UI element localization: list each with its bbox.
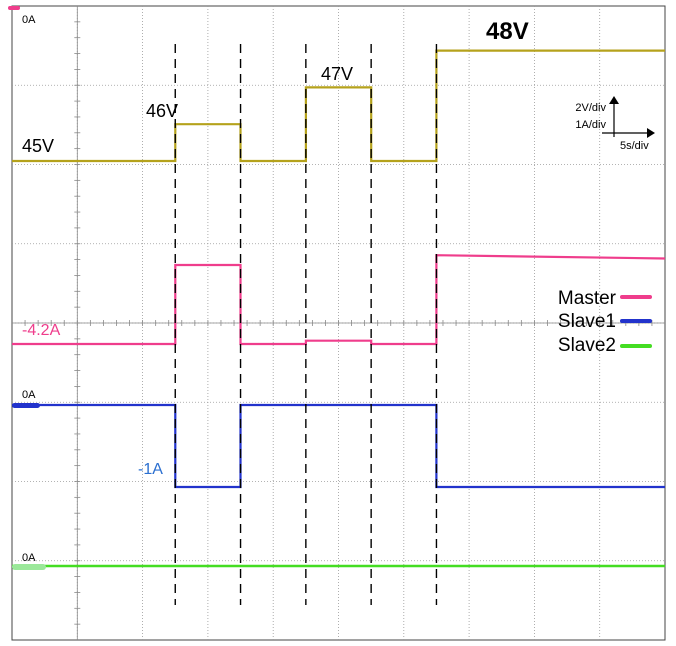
slave1-zero-marker: 0A bbox=[12, 389, 40, 408]
master-zero-flag bbox=[8, 6, 20, 10]
grid bbox=[11, 5, 666, 641]
legend-slave1-label: Slave1 bbox=[558, 311, 616, 332]
voltage-label-47v: 47V bbox=[321, 64, 353, 84]
transition-markers bbox=[174, 44, 438, 605]
scale-indicator: 2V/div 1A/div 5s/div bbox=[575, 96, 655, 152]
slave2-zero-flag bbox=[12, 564, 46, 570]
slave1-value-label: -1A bbox=[138, 461, 163, 478]
master-value-label: -4.2A bbox=[22, 322, 61, 339]
legend: Master Slave1 Slave2 bbox=[558, 288, 652, 356]
voltage-label-48v: 48V bbox=[486, 18, 529, 45]
slave1-zero-label: 0A bbox=[22, 389, 36, 401]
time-scale-label: 5s/div bbox=[620, 140, 649, 152]
y-scale-arrowhead bbox=[609, 96, 619, 104]
voltage-scale-label: 2V/div bbox=[575, 102, 606, 114]
legend-master-label: Master bbox=[558, 288, 617, 309]
master-zero-marker: 0A bbox=[8, 6, 36, 26]
x-scale-arrowhead bbox=[647, 128, 655, 138]
slave1-zero-flag bbox=[12, 403, 40, 408]
voltage-label-45v: 45V bbox=[22, 136, 54, 156]
slave2-zero-label: 0A bbox=[22, 552, 36, 564]
current-scale-label: 1A/div bbox=[575, 119, 606, 131]
slave2-zero-marker: 0A bbox=[12, 552, 46, 570]
legend-slave2-label: Slave2 bbox=[558, 335, 616, 356]
slave1-trace bbox=[12, 403, 665, 489]
voltage-label-46v: 46V bbox=[146, 101, 178, 121]
master-zero-label: 0A bbox=[22, 14, 36, 26]
